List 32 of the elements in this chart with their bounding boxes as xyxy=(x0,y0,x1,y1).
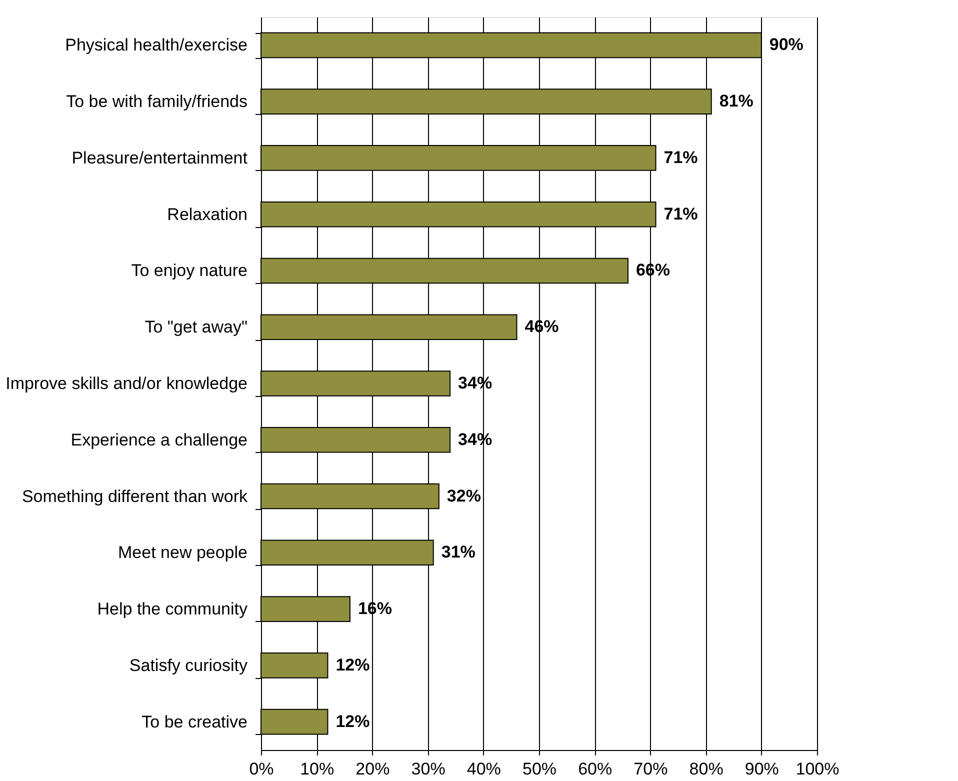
x-tick-label: 10% xyxy=(300,760,334,778)
x-tick-label: 60% xyxy=(578,760,612,778)
y-tick-label: Improve skills and/or knowledge xyxy=(6,374,248,393)
x-tick-label: 50% xyxy=(522,760,557,778)
y-tick-label: Something different than work xyxy=(22,486,248,506)
x-tick-label: 0% xyxy=(249,760,274,778)
y-tick-label: To be with family/friends xyxy=(66,92,248,112)
data-label: 71% xyxy=(664,148,698,167)
y-tick-label: Experience a challenge xyxy=(70,430,248,450)
x-tick-label: 20% xyxy=(356,760,390,778)
x-tick-label: 100% xyxy=(796,760,840,778)
y-tick-label: Physical health/exercise xyxy=(65,36,248,55)
x-tick-label: 90% xyxy=(744,760,779,778)
x-tick-label: 80% xyxy=(689,760,724,778)
data-label: 32% xyxy=(446,486,481,506)
data-label: 81% xyxy=(719,92,754,111)
data-label: 31% xyxy=(441,542,476,562)
data-label: 12% xyxy=(336,712,370,731)
y-tick-label: To be creative xyxy=(142,712,248,732)
y-tick-label: Help the community xyxy=(97,600,248,619)
y-tick-label: To enjoy nature xyxy=(131,261,248,280)
x-tick-label: 40% xyxy=(466,760,501,778)
y-tick-label: Satisfy curiosity xyxy=(129,656,248,675)
y-tick-label: Relaxation xyxy=(167,204,248,224)
y-tick-label: Pleasure/entertainment xyxy=(72,148,248,168)
x-tick-label: 70% xyxy=(634,760,668,778)
y-tick-label: To "get away" xyxy=(144,318,248,337)
y-tick-label: Meet new people xyxy=(118,543,248,562)
data-label: 71% xyxy=(664,204,698,224)
x-tick-label: 30% xyxy=(411,760,446,778)
data-label: 12% xyxy=(336,655,370,674)
data-label: 90% xyxy=(769,35,804,54)
